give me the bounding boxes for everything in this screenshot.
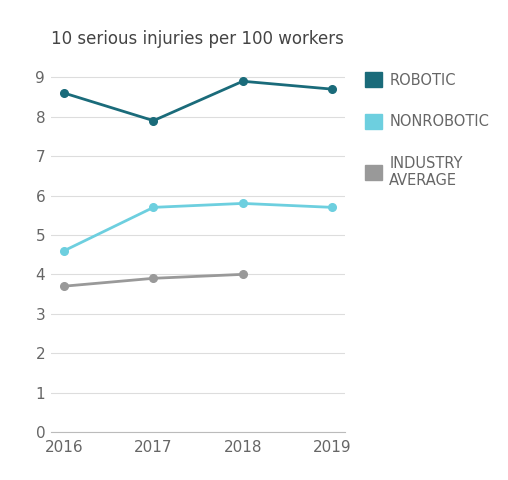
Text: 10 serious injuries per 100 workers: 10 serious injuries per 100 workers [51, 30, 344, 48]
Legend: ROBOTIC, NONROBOTIC, INDUSTRY
AVERAGE: ROBOTIC, NONROBOTIC, INDUSTRY AVERAGE [365, 72, 489, 188]
